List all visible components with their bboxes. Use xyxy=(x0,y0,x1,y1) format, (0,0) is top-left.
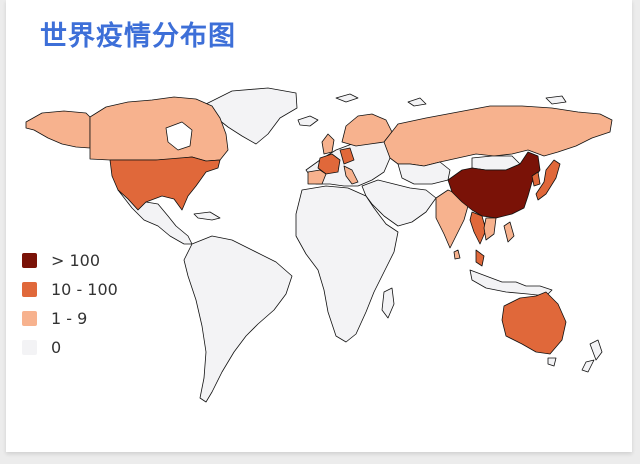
region-malaysia[interactable] xyxy=(475,249,485,267)
region-korea[interactable] xyxy=(531,171,541,187)
region-scandinavia[interactable] xyxy=(341,113,393,147)
region-thailand[interactable] xyxy=(469,211,487,245)
page-title: 世界疫情分布图 xyxy=(40,21,236,52)
legend-label: 1 - 9 xyxy=(51,309,88,328)
region-sri-lanka[interactable] xyxy=(453,249,461,260)
region-arctic-islands[interactable] xyxy=(335,93,567,107)
region-middle-east[interactable] xyxy=(361,179,437,227)
region-france[interactable] xyxy=(317,153,341,175)
region-usa[interactable] xyxy=(109,156,221,211)
region-iceland[interactable] xyxy=(297,115,319,127)
region-germany[interactable] xyxy=(339,147,355,165)
region-australia[interactable] xyxy=(501,291,567,355)
region-philippines[interactable] xyxy=(503,221,515,243)
legend-item[interactable]: > 100 xyxy=(22,246,118,275)
region-vietnam[interactable] xyxy=(483,217,497,241)
legend-item[interactable]: 1 - 9 xyxy=(22,304,118,333)
region-spain[interactable] xyxy=(307,169,327,185)
legend: > 100 10 - 100 1 - 9 0 xyxy=(22,246,118,362)
region-italy[interactable] xyxy=(343,165,359,185)
region-new-zealand[interactable] xyxy=(581,339,603,373)
region-mexico[interactable] xyxy=(117,189,193,245)
region-greenland[interactable] xyxy=(205,87,298,145)
legend-label: 10 - 100 xyxy=(51,280,118,299)
region-europe[interactable] xyxy=(305,139,391,187)
region-indonesia[interactable] xyxy=(469,269,553,297)
legend-item[interactable]: 0 xyxy=(22,333,118,362)
region-china[interactable] xyxy=(447,151,541,219)
region-south-america[interactable] xyxy=(183,235,293,403)
region-madagascar[interactable] xyxy=(381,287,395,319)
legend-swatch xyxy=(22,340,37,355)
region-uk[interactable] xyxy=(321,133,335,155)
region-alaska[interactable] xyxy=(25,110,91,149)
hudson-bay xyxy=(165,121,193,151)
region-caribbean[interactable] xyxy=(193,211,221,221)
region-tasmania[interactable] xyxy=(547,357,557,367)
region-africa[interactable] xyxy=(295,185,399,343)
legend-swatch xyxy=(22,311,37,326)
legend-swatch xyxy=(22,253,37,268)
legend-swatch xyxy=(22,282,37,297)
region-central-asia[interactable] xyxy=(397,161,451,185)
map-card: 世界疫情分布图 xyxy=(6,0,632,452)
region-canada[interactable] xyxy=(89,96,229,162)
legend-item[interactable]: 10 - 100 xyxy=(22,275,118,304)
region-japan[interactable] xyxy=(535,159,561,201)
world-map xyxy=(25,87,613,403)
legend-label: 0 xyxy=(51,338,62,357)
legend-label: > 100 xyxy=(51,251,101,270)
